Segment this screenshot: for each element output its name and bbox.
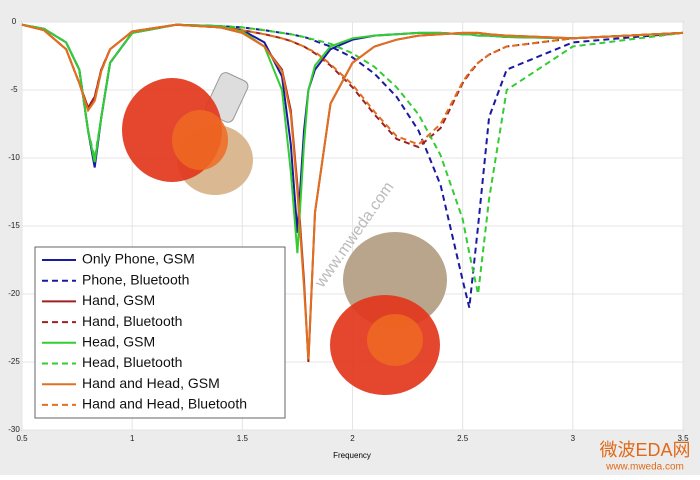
legend: Only Phone, GSM Phone, Bluetooth Hand, GSM… (42, 251, 247, 412)
legend-label: Head, GSM (82, 334, 155, 350)
hand-phone-figure (122, 72, 253, 195)
y-tick-label: -30 (8, 425, 20, 434)
x-tick-label: 1 (130, 434, 135, 443)
legend-label: Head, Bluetooth (82, 354, 182, 370)
legend-label: Hand and Head, GSM (82, 375, 220, 391)
lines (21, 23, 684, 363)
y-tick-label: -20 (8, 289, 20, 298)
legend-label: Hand, GSM (82, 292, 155, 308)
x-tick-label: 1.5 (237, 434, 249, 443)
y-tick-label: -25 (8, 357, 20, 366)
head-figure (330, 232, 447, 395)
x-axis-label: Frequency (333, 451, 371, 460)
x-tick-label: 0.5 (16, 434, 28, 443)
legend-label: Only Phone, GSM (82, 251, 195, 267)
series-line (21, 23, 684, 295)
x-tick-label: 3.5 (677, 434, 689, 443)
logo: 微波EDA网 (599, 440, 690, 460)
legend-label: Hand and Head, Bluetooth (82, 396, 247, 412)
series-line (21, 23, 684, 146)
x-tick-label: 2.5 (457, 434, 469, 443)
y-tick-label: -15 (8, 221, 20, 230)
legend-label: Phone, Bluetooth (82, 271, 189, 287)
logo-url: www.mweda.com (605, 462, 684, 473)
x-tick-label: 3 (571, 434, 576, 443)
x-tick-label: 2 (350, 434, 355, 443)
y-tick-label: -10 (8, 153, 20, 162)
y-tick-label: -5 (10, 85, 18, 94)
legend-label: Hand, Bluetooth (82, 313, 182, 329)
y-tick-label: 0 (12, 17, 17, 26)
legend-box (34, 246, 286, 419)
